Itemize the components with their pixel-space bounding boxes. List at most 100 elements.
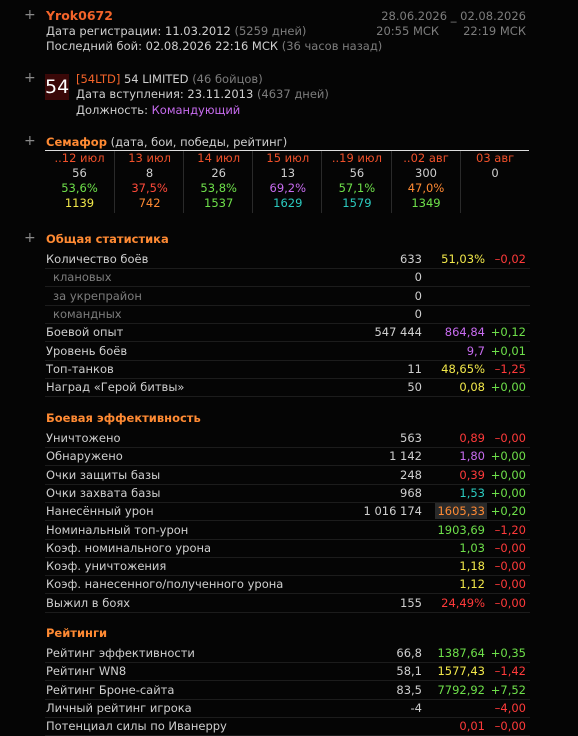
- label: за укрепрайон: [53, 288, 142, 303]
- reg-label: Дата регистрации: 11.03.2012: [46, 24, 231, 38]
- label: Потенциал силы по Иванерру: [46, 719, 227, 734]
- date: 03 авг: [476, 151, 515, 165]
- value: 58,1: [396, 664, 422, 679]
- rate: 1,18: [459, 559, 485, 574]
- stat-row: Рейтинг Броне-сайта 83,5 7792,92 +7,52: [45, 681, 530, 700]
- clan-tag[interactable]: [54LTD]: [76, 72, 121, 86]
- last-label: Последний бой: 02.08.2026 22:16 МСК: [46, 39, 279, 53]
- value: 66,8: [396, 646, 422, 660]
- delta: +0,00: [490, 467, 526, 482]
- rate: 1605,33: [435, 503, 487, 520]
- delta: –0,00: [494, 431, 526, 445]
- battles: 56: [349, 166, 365, 180]
- role: Командующий: [151, 103, 241, 117]
- last-line: Последний бой: 02.08.2026 22:16 МСК (36 …: [46, 39, 382, 53]
- stat-row: Рейтинг эффективности 66,8 1387,64 +0,35: [45, 644, 530, 663]
- label: Рейтинг Броне-сайта: [46, 682, 175, 697]
- role-label: Должность:: [76, 103, 148, 117]
- stat-row: Уровень боёв 9,7 +0,01: [45, 342, 530, 361]
- label: Уничтожено: [46, 431, 121, 445]
- battles: 0: [491, 166, 499, 180]
- date: ..02 авг: [403, 151, 449, 165]
- rate: 0,39: [459, 467, 485, 482]
- clan-name: 54 LIMITED: [123, 72, 189, 86]
- stat-row: Коэф. уничтожения 1,18 –0,00: [45, 557, 530, 577]
- label: Рейтинг эффективности: [46, 646, 195, 660]
- value: 0: [414, 288, 422, 303]
- semaphore-title: Семафор: [46, 135, 107, 149]
- winrate: 37,5%: [131, 181, 168, 195]
- rate: 24,49%: [441, 595, 485, 610]
- stat-row: Наград «Герой битвы» 50 0,08 +0,00: [45, 378, 530, 398]
- expand[interactable]: +: [24, 230, 36, 246]
- delta: –0,00: [494, 577, 526, 592]
- label: Боевой опыт: [46, 325, 124, 340]
- rating: 742: [138, 196, 161, 210]
- value: 547 444: [374, 325, 422, 340]
- rating: 1629: [273, 196, 303, 210]
- nickname[interactable]: Yrok0672: [46, 8, 113, 23]
- rating: 1139: [64, 196, 95, 210]
- stat-row: Очки защиты базы 248 0,39 +0,00: [45, 466, 530, 485]
- rate: 0,01: [459, 719, 485, 734]
- label: Уровень боёв: [46, 343, 128, 358]
- stat-row: Коэф. нанесенного/полученного урона 1,12–…: [45, 575, 530, 595]
- date: 15 июл: [266, 151, 310, 165]
- value: 50: [407, 380, 422, 395]
- date: 13 июл: [128, 151, 171, 165]
- rate: 0,08: [459, 380, 485, 395]
- role-line: Должность: Командующий: [76, 103, 240, 117]
- expand[interactable]: +: [24, 133, 36, 149]
- value: 155: [400, 595, 422, 610]
- delta: –4,00: [494, 700, 526, 715]
- label: Рейтинг WN8: [46, 664, 127, 679]
- value: 83,5: [396, 682, 422, 697]
- winrate: 47,0%: [407, 181, 445, 195]
- label: Коэф. уничтожения: [46, 559, 167, 574]
- join-label: Дата вступления: 23.11.2013: [76, 87, 254, 101]
- rate: 1903,69: [437, 522, 485, 537]
- label: клановых: [53, 270, 112, 285]
- section-title: Боевая эффективность: [46, 411, 201, 425]
- value: 0: [414, 270, 422, 285]
- date: ..12 июл: [54, 151, 105, 165]
- expand[interactable]: +: [24, 70, 36, 86]
- label: Коэф. нанесенного/полученного урона: [46, 577, 284, 592]
- delta: +0,12: [490, 325, 526, 340]
- delta: +0,20: [490, 504, 526, 519]
- rate: 1,80: [459, 449, 485, 464]
- label: Обнаружено: [46, 449, 123, 464]
- delta: +0,00: [490, 485, 526, 500]
- label: командных: [53, 306, 122, 321]
- battles: 26: [211, 166, 226, 180]
- label: Номинальный топ-урон: [46, 522, 189, 537]
- to-date: 02.08.2026: [460, 9, 526, 23]
- stat-row: Нанесённый урон 1 016 174 1605,33 +0,20: [45, 502, 530, 522]
- semaphore-subtitle: (дата, бои, победы, рейтинг): [110, 135, 288, 149]
- delta: +0,35: [490, 646, 526, 660]
- delta: +0,00: [490, 449, 526, 464]
- label: Очки захвата базы: [46, 485, 161, 500]
- rating: 1579: [342, 196, 372, 210]
- battles: 8: [145, 166, 154, 180]
- reg-line: Дата регистрации: 11.03.2012 (5259 дней): [46, 24, 306, 38]
- stat-row: Обнаружено 1 142 1,80 +0,00: [45, 447, 530, 467]
- delta: –0,00: [494, 559, 526, 574]
- label: Наград «Герой битвы»: [46, 380, 185, 395]
- winrate: 69,2%: [269, 181, 307, 195]
- section-title: Общая статистика: [46, 232, 169, 246]
- delta: +0,00: [490, 380, 526, 395]
- semaphore-column: 14 июл 26 53,8% 1537: [183, 151, 253, 213]
- semaphore-column: ..12 июл 56 53,6% 1139: [45, 151, 114, 213]
- value: 968: [400, 485, 422, 500]
- expand[interactable]: +: [24, 7, 36, 23]
- label: Топ-танков: [46, 361, 114, 376]
- rate: 48,65%: [441, 361, 485, 376]
- clan-members: (46 бойцов): [192, 72, 263, 86]
- rate: 0,89: [459, 431, 485, 445]
- last-ago: (36 часов назад): [281, 39, 383, 53]
- value: 633: [400, 252, 422, 266]
- semaphore-column: 13 июл 8 37,5% 742: [114, 151, 184, 213]
- stat-row: Очки захвата базы 968 1,53 +0,00: [45, 484, 530, 503]
- clan-icon: 54: [45, 74, 70, 100]
